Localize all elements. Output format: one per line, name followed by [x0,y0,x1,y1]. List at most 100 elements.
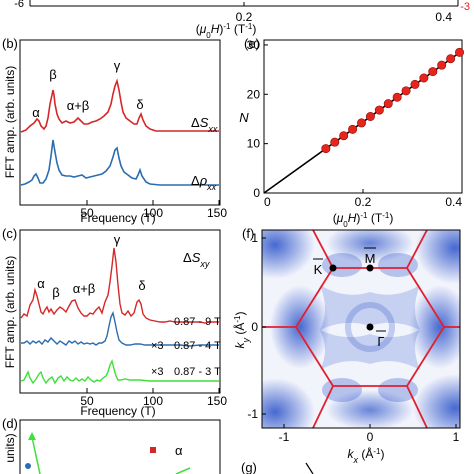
panel-b-curve-sxx [20,78,219,133]
panel-c-curve-3t [20,358,219,385]
panel-d-legend-alpha-marker [150,447,156,453]
panel-b-peak-gamma: γ [114,58,121,73]
panel-e-data-point [428,67,438,77]
panel-c-peak-delta: δ [138,278,145,293]
panel-e-ytick-label: 20 [247,87,261,101]
panel-b-xtick-150: 150 [207,206,227,220]
panel-e-ytick-label: 30 [247,38,261,52]
panel-f-xtick-1: 1 [453,430,460,444]
panel-f-label-M: M [365,251,376,266]
panel-e-ylabel: N [239,110,249,125]
panel-c-frame [19,229,221,394]
panel-f-ytick-1: 1 [251,231,258,245]
panel-e-data-point [330,137,340,147]
panel-f-xtick-neg1: -1 [279,430,290,444]
panel-b-label: (b) [2,36,18,51]
top-tick-right-red: -3 [460,1,470,13]
panel-c-curve-label-3t: 0.87 - 3 T [174,366,221,378]
panel-e-data-point [446,54,456,64]
panel-c-label: (c) [2,226,17,241]
panel-b-ylabel: FFT amp. (arb. units) [3,66,17,178]
panel-e-data-point [357,118,367,128]
panel-f-frame [261,229,461,429]
panel-e-ytick-label: 10 [247,137,261,151]
panel-f-ylabel: ky (Å-1) [232,312,251,349]
panel-d-green-trace [31,436,41,474]
top-tick-mid: 0.2 [236,10,253,24]
panel-e-data-point [339,131,349,141]
top-tick-right: 0.4 [435,10,452,24]
panel-e-data-point [419,73,429,83]
panel-e-data-point [365,112,375,122]
panel-c-title: ΔSxy [183,250,210,269]
panel-e-data-point [437,60,447,70]
panel-b: (b) FFT amp. (arb. units) 50 100 150 Fre… [2,36,227,225]
panel-e-marks [263,47,465,194]
panel-f: (f) [232,226,461,465]
panel-c-xtick-100: 100 [143,394,163,408]
panel-c-xlabel: Frequency (T) [80,404,155,418]
panel-c-curve-4t [21,310,219,347]
top-tick-left: -6 [14,0,24,10]
panel-d-label: (d) [2,416,18,431]
panel-c-xtick-50: 50 [80,394,94,408]
panel-b-peak-alpha: α [32,105,40,120]
panel-f-xtick-0: 0 [367,430,374,444]
panel-b-frame [19,39,221,206]
panel-c-mult-4t: ×3 [151,340,164,352]
panel-f-xlabel: kx (Å-1) [348,446,385,465]
panel-e-data-point [392,92,402,102]
panel-e-xtick-label: 0.4 [445,195,462,209]
panel-f-point-K [329,264,337,272]
panel-c-ylabel: FFT amp. (arb. units) [3,256,17,368]
panel-d-ylabel: units) [3,433,17,462]
panel-e-xlabel: (μ0H)-1 (T-1) [333,211,394,229]
panel-c: (c) FFT amp. (arb. units) 50 100 150 Fre… [2,226,227,418]
panel-e-data-point [383,99,393,109]
panel-e-xtick-label: 0 [264,195,271,209]
panel-b-peak-delta: δ [136,97,143,112]
panel-e-data-point [374,105,384,115]
panel-e-yticks: 0 10 20 30 [247,38,268,200]
panel-d-green-marker [28,432,36,440]
panel-c-peak-gamma: γ [114,232,121,247]
panel-c-peak-alpha: α [37,276,45,291]
panel-e-xticks: 0 0.2 0.4 [263,189,463,209]
panel-b-legend-rho: Δρxx [191,173,217,192]
panel-b-peak-beta: β [49,67,56,82]
panel-f-ytick-0: 0 [251,320,258,334]
panel-e-frame [263,39,463,194]
panel-c-xtick-150: 150 [207,394,227,408]
panel-f-label-Gamma: Γ [377,334,384,349]
panel-b-xlabel: Frequency (T) [80,211,155,225]
panel-c-peak-alpha-beta: α+β [73,281,96,296]
panel-b-xtick-50: 50 [80,206,94,220]
panel-e-data-point [410,79,420,89]
panel-c-peak-beta: β [52,285,59,300]
panel-f-ytick-neg1: -1 [247,407,258,421]
panel-b-peak-alpha-beta: α+β [67,98,90,113]
panel-e-data-point [348,124,358,134]
top-strip: -6 0.2 0.4 -3 (μ0H)-1 (T-1) [14,0,470,40]
panel-e-data-point [455,47,465,57]
panel-b-xtick-100: 100 [143,206,163,220]
panel-b-curve-rho [20,139,219,186]
panel-c-mult-3t: ×3 [151,366,164,378]
panel-d: (d) units) α [2,416,221,474]
panel-e-data-point [321,144,331,154]
panel-e-xtick-label: 0.2 [355,195,372,209]
panel-c-curve-9t [20,247,219,324]
panel-d-green-tail [175,467,191,474]
panel-g-label: (g) [241,460,257,474]
panel-c-curve-label-9t: 0.87 - 9 T [174,316,221,328]
panel-f-point-Gamma [366,323,374,331]
panel-e: (e) N 0 10 20 30 0 0.2 0.4 (μ0H)-1 (T-1) [239,36,465,229]
panel-e-ytick-label: 0 [253,186,260,200]
panel-c-curve-label-4t: 0.87 - 4 T [174,340,221,352]
panel-e-data-point [401,86,411,96]
panel-d-blue-dot [25,463,31,469]
panel-f-point-M [366,264,374,272]
panel-g: (g) [241,460,314,474]
panel-f-label: (f) [242,226,254,241]
